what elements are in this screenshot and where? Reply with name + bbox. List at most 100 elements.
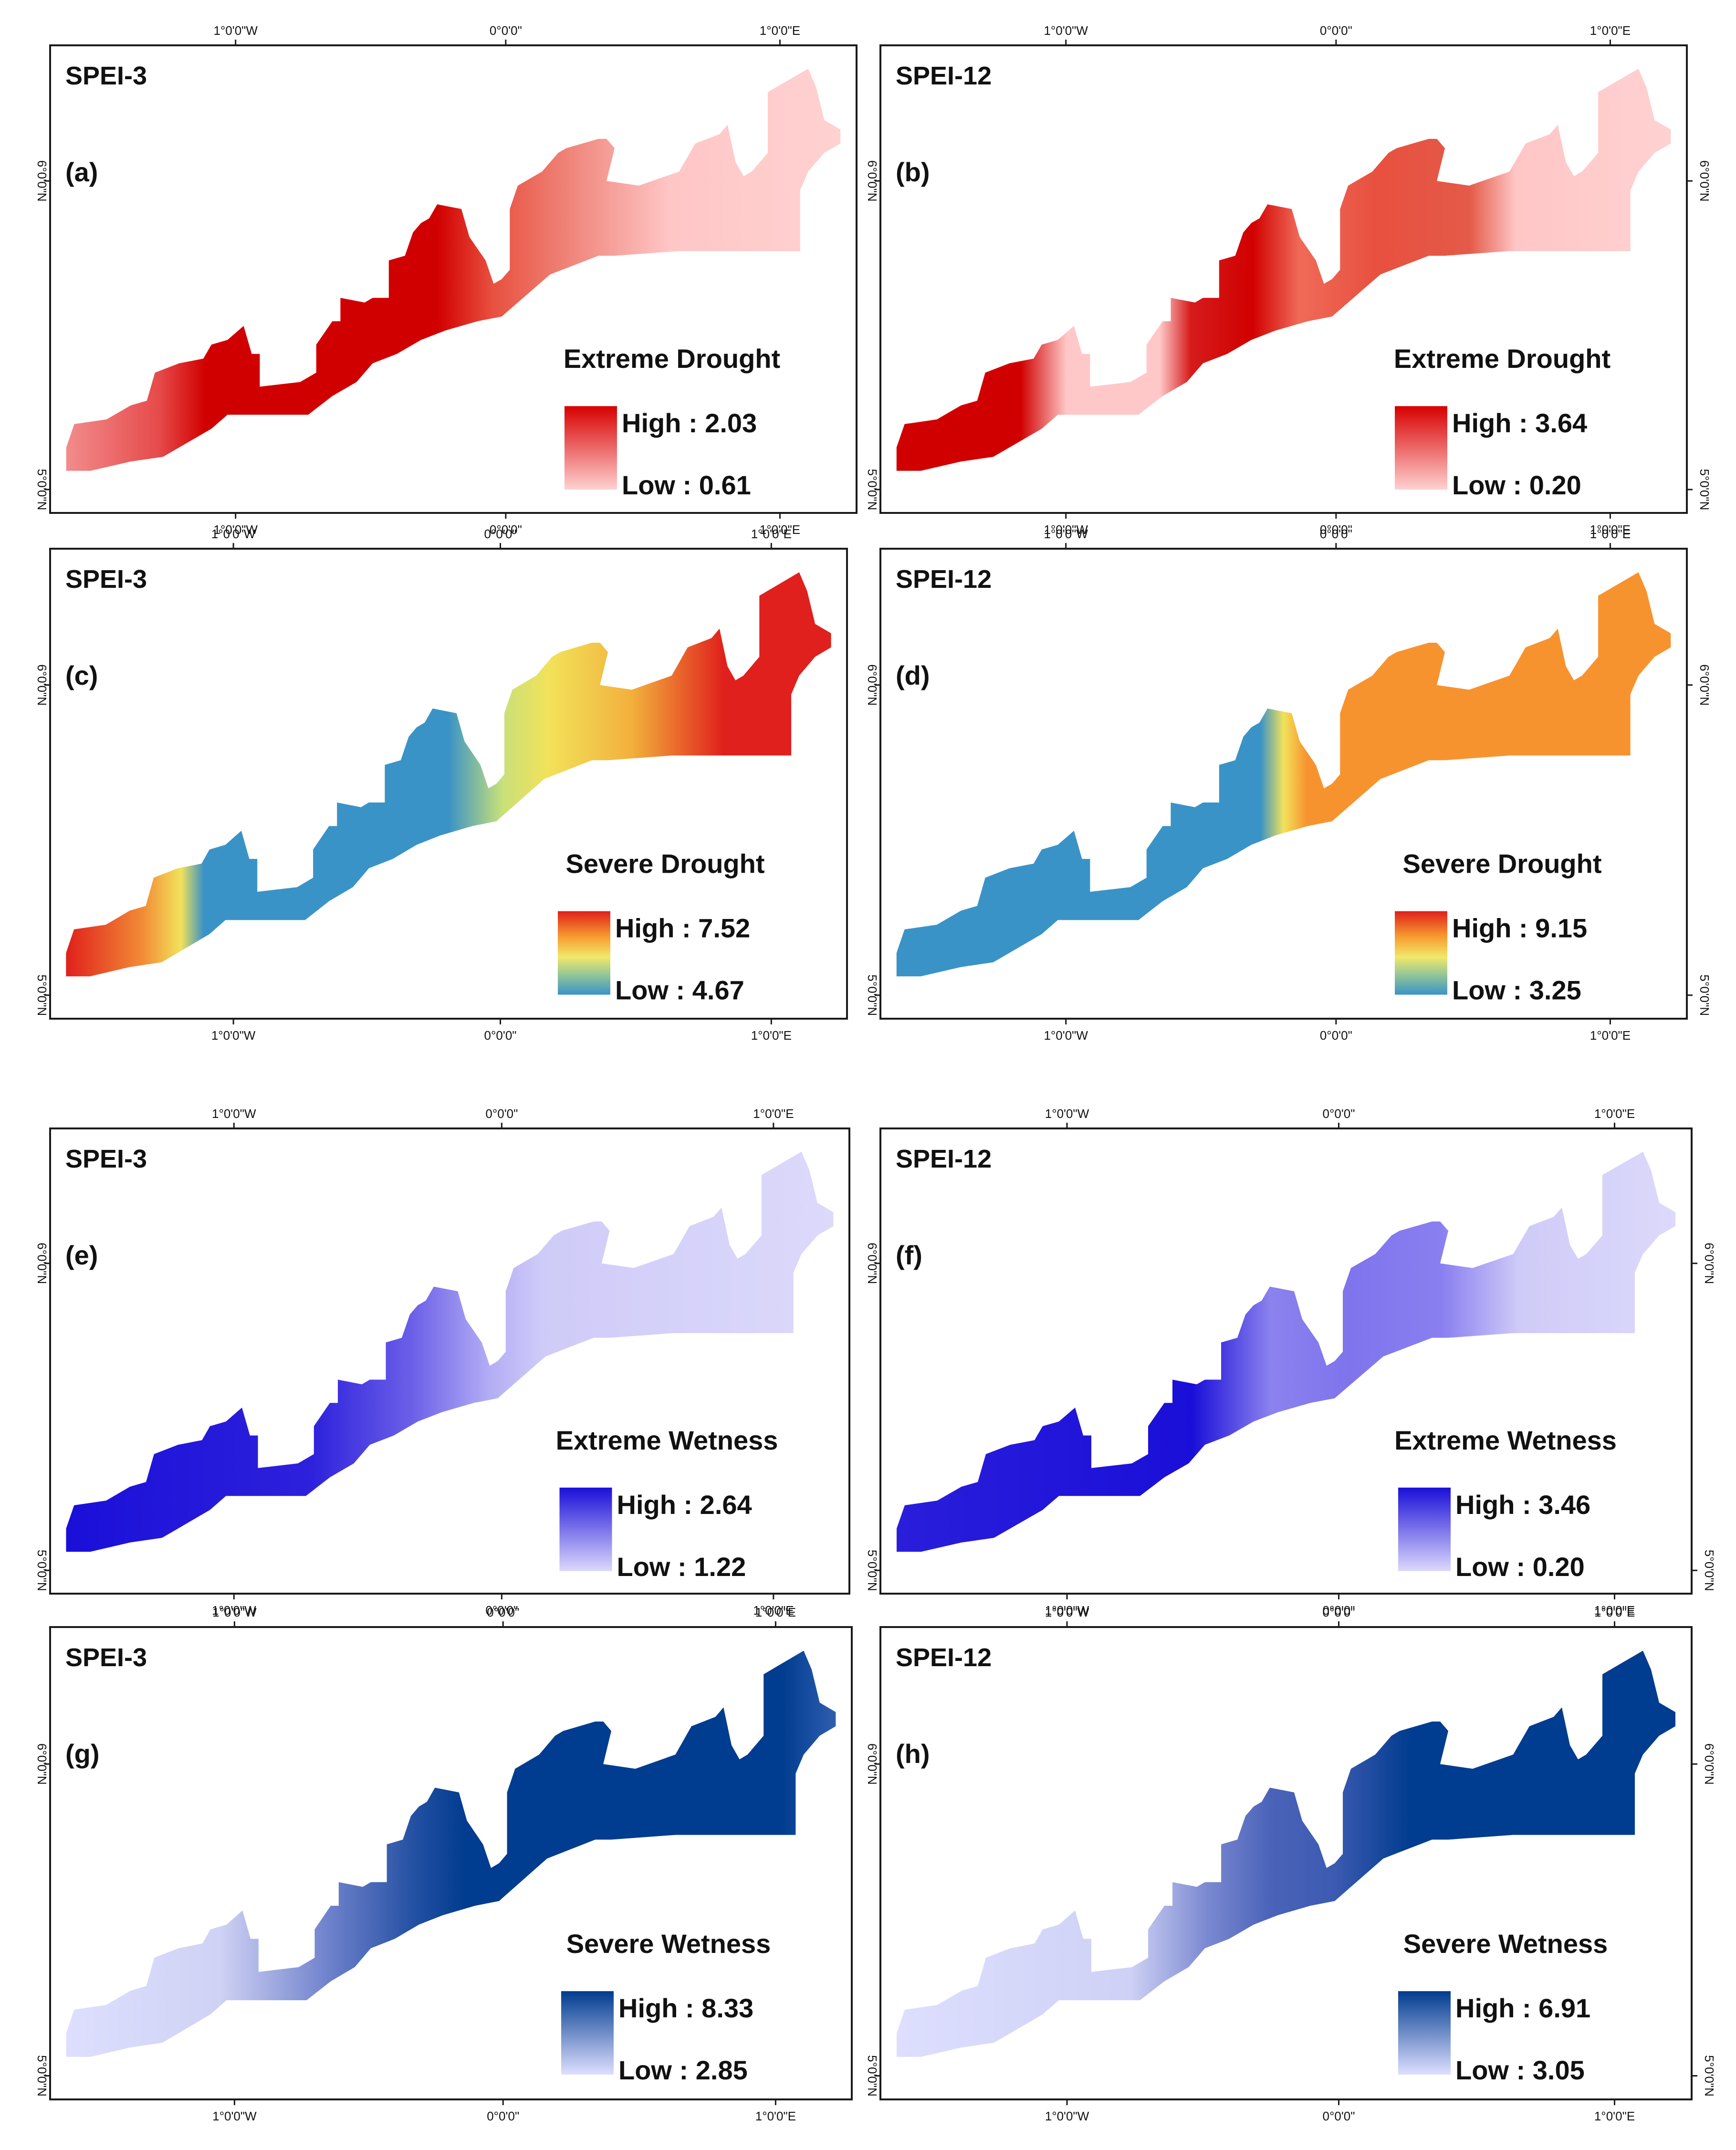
lat-label-5n-left: 5°0'0"N	[35, 469, 49, 511]
lon-label-0-bottom: 0°0'0"	[485, 1603, 518, 1618]
lon-label-1e-top: 1°0'0"E	[1590, 527, 1631, 541]
index-title: SPEI-3	[65, 1643, 147, 1672]
lon-label-0-bottom: 0°0'0"	[1323, 2109, 1355, 2123]
lon-label-1w-top: 1°0'0"W	[1044, 23, 1088, 38]
lon-label-1w-top: 1°0'0"W	[212, 1605, 257, 1619]
lon-label-1w-bottom: 1°0'0"W	[1045, 1603, 1089, 1618]
lat-label-5n-left: 5°0'0"N	[865, 974, 879, 1016]
legend-low-value: Low : 0.20	[1455, 1552, 1585, 1582]
legend-high-value: High : 2.03	[622, 408, 757, 438]
panel-letter: (h)	[896, 1739, 930, 1769]
lat-label-5n-right: 5°0'0"N	[1702, 2055, 1716, 2097]
lon-label-1w-bottom: 1°0'0"W	[213, 522, 258, 537]
index-title: SPEI-12	[896, 1643, 992, 1672]
lat-label-5n-left: 5°0'0"N	[35, 1550, 49, 1591]
lon-label-1w-bottom: 1°0'0"W	[1044, 522, 1088, 537]
lat-label-6n-right: 6°0'0"N	[1697, 160, 1712, 202]
study-region-shape	[897, 1650, 1675, 2057]
legend-high-value: High : 9.15	[1452, 913, 1587, 943]
legend-color-ramp	[1395, 406, 1447, 490]
lat-label-5n-right: 5°0'0"N	[1702, 1550, 1716, 1591]
lat-label-5n-right: 5°0'0"N	[1697, 469, 1712, 511]
legend-high-value: High : 3.46	[1455, 1490, 1590, 1520]
lon-label-1w-top: 1°0'0"W	[1044, 527, 1088, 541]
legend-color-ramp	[565, 406, 617, 490]
map-panel-8: 1°0'0"W 1°0'0"W 0°0'0" 0°0'0" 1°0'0"E 1°0'0"E…	[865, 1605, 1716, 2123]
lon-label-0-top: 0°0'0"	[484, 527, 517, 541]
study-region-shape	[66, 1151, 834, 1552]
index-title: SPEI-3	[65, 1145, 147, 1173]
panel-letter: (f)	[896, 1240, 922, 1270]
legend-title: Extreme Wetness	[1394, 1425, 1617, 1455]
lon-label-1e-bottom: 1°0'0"E	[1594, 1603, 1635, 1618]
lat-label-5n-left: 5°0'0"N	[35, 2055, 49, 2097]
legend-title: Extreme Drought	[1394, 344, 1611, 374]
legend-title: Extreme Drought	[564, 344, 780, 374]
legend-color-ramp	[1398, 1991, 1451, 2075]
legend-low-value: Low : 1.22	[617, 1552, 746, 1582]
legend-low-value: Low : 3.05	[1455, 2055, 1585, 2085]
study-region-shape	[897, 1151, 1675, 1552]
index-title: SPEI-3	[65, 62, 147, 90]
legend-low-value: Low : 0.20	[1452, 470, 1581, 500]
panel-letter: (d)	[896, 660, 930, 690]
study-region-shape	[896, 69, 1671, 471]
map-panel-3: 1°0'0"W 1°0'0"W 0°0'0" 0°0'0" 1°0'0"E 1°0'0"E…	[35, 527, 848, 1043]
legend-high-value: High : 2.64	[617, 1490, 752, 1520]
lon-label-0-bottom: 0°0'0"	[487, 2109, 519, 2123]
lat-label-5n-left: 5°0'0"N	[35, 974, 49, 1016]
lon-label-1e-bottom: 1°0'0"E	[755, 2109, 796, 2123]
lat-label-6n-left: 6°0'0"N	[865, 1743, 879, 1785]
legend-high-value: High : 3.64	[1452, 408, 1587, 438]
panel-letter: (c)	[65, 660, 98, 690]
lon-label-1e-top: 1°0'0"E	[1590, 23, 1631, 38]
lat-label-5n-left: 5°0'0"N	[865, 1550, 879, 1591]
panel-letter: (a)	[65, 157, 98, 187]
lon-label-0-top: 0°0'0"	[487, 1605, 519, 1619]
index-title: SPEI-12	[896, 62, 992, 90]
study-region-shape	[66, 1650, 836, 2057]
lon-label-1w-top: 1°0'0"W	[211, 527, 256, 541]
lon-label-1e-top: 1°0'0"E	[1594, 1605, 1635, 1619]
lat-label-5n-left: 5°0'0"N	[865, 469, 879, 511]
study-region-shape	[66, 69, 841, 471]
lon-label-0-bottom: 0°0'0"	[490, 522, 522, 537]
lon-label-0-top: 0°0'0"	[485, 1106, 518, 1121]
lat-label-6n-left: 6°0'0"N	[35, 664, 49, 706]
panel-letter: (b)	[896, 157, 930, 187]
legend-color-ramp	[561, 1991, 614, 2075]
lon-label-0-bottom: 0°0'0"	[1320, 1028, 1352, 1043]
lon-label-1e-top: 1°0'0"E	[753, 1106, 794, 1121]
lon-label-1e-top: 1°0'0"E	[1594, 1106, 1635, 1121]
lat-label-6n-right: 6°0'0"N	[1702, 1242, 1716, 1284]
panel-letter: (e)	[65, 1240, 98, 1270]
lat-label-6n-right: 6°0'0"N	[1702, 1743, 1716, 1785]
lat-label-5n-left: 5°0'0"N	[865, 2055, 879, 2097]
legend-title: Severe Drought	[566, 849, 765, 879]
lon-label-1e-bottom: 1°0'0"E	[1590, 1028, 1631, 1043]
legend-low-value: Low : 3.25	[1452, 975, 1581, 1005]
lat-label-6n-right: 6°0'0"N	[1697, 664, 1712, 706]
legend-title: Severe Drought	[1403, 849, 1602, 879]
lon-label-1e-bottom: 1°0'0"E	[753, 1603, 794, 1618]
legend-title: Severe Wetness	[566, 1929, 771, 1959]
lon-label-0-bottom: 0°0'0"	[484, 1028, 517, 1043]
map-panel-2: 1°0'0"W 1°0'0"W 0°0'0" 0°0'0" 1°0'0"E 1°0'0"E…	[865, 23, 1712, 537]
lat-label-6n-left: 6°0'0"N	[865, 160, 879, 202]
lon-label-1e-top: 1°0'0"E	[760, 23, 800, 38]
lon-label-1w-bottom: 1°0'0"W	[212, 1603, 256, 1618]
lon-label-1w-bottom: 1°0'0"W	[1044, 1028, 1088, 1043]
lon-label-0-top: 0°0'0"	[1323, 1106, 1355, 1121]
lon-label-1w-top: 1°0'0"W	[1045, 1605, 1089, 1619]
map-panel-1: 1°0'0"W 1°0'0"W 0°0'0" 0°0'0" 1°0'0"E 1°0'0"E…	[35, 23, 858, 537]
map-panel-5: 1°0'0"W 1°0'0"W 0°0'0" 0°0'0" 1°0'0"E 1°0'0"E…	[35, 1106, 850, 1618]
lon-label-1w-bottom: 1°0'0"W	[211, 1028, 256, 1043]
lon-label-0-bottom: 0°0'0"	[1320, 522, 1352, 537]
map-panel-7: 1°0'0"W 1°0'0"W 0°0'0" 0°0'0" 1°0'0"E 1°0'0"E…	[35, 1605, 853, 2123]
index-title: SPEI-3	[65, 565, 147, 594]
legend-color-ramp	[1395, 911, 1447, 995]
legend-title: Severe Wetness	[1403, 1929, 1608, 1959]
legend-high-value: High : 6.91	[1455, 1993, 1590, 2023]
lat-label-6n-left: 6°0'0"N	[35, 1242, 49, 1284]
